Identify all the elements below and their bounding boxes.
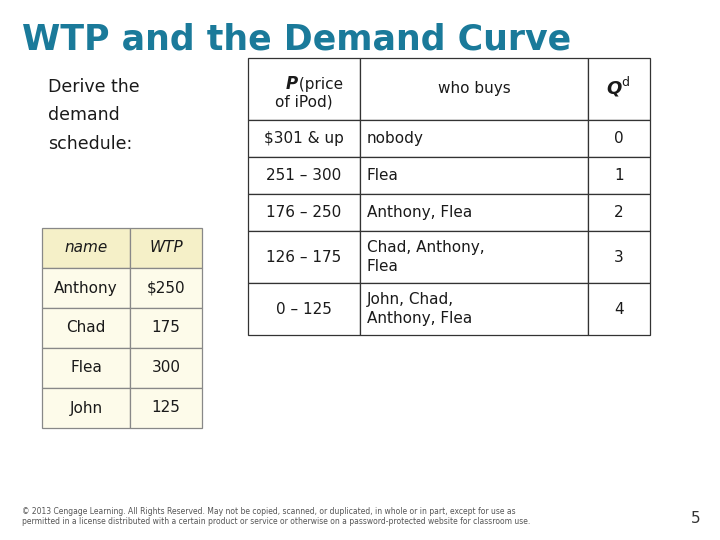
Bar (130, 268, 202, 308)
Text: 4: 4 (614, 301, 624, 316)
Text: d: d (621, 76, 629, 89)
Text: Derive the
demand
schedule:: Derive the demand schedule: (48, 78, 140, 153)
Text: John: John (69, 401, 102, 415)
Text: WTP: WTP (149, 240, 183, 255)
Text: P: P (286, 75, 298, 93)
Text: 1: 1 (614, 168, 624, 183)
Text: (price: (price (294, 77, 343, 91)
Text: John, Chad,
Anthony, Flea: John, Chad, Anthony, Flea (367, 292, 472, 326)
Bar (588, 58, 650, 120)
Text: Q: Q (606, 80, 621, 98)
Text: Chad: Chad (66, 321, 106, 335)
Text: 5: 5 (690, 511, 700, 526)
Bar (360, 231, 588, 283)
Text: $250: $250 (147, 280, 185, 295)
Text: 126 – 175: 126 – 175 (266, 249, 341, 265)
Bar (42, 228, 130, 268)
Bar (130, 388, 202, 428)
Text: 251 – 300: 251 – 300 (266, 168, 341, 183)
Text: 0: 0 (614, 131, 624, 146)
Text: 176 – 250: 176 – 250 (266, 205, 341, 220)
Bar (42, 348, 130, 388)
Bar (248, 231, 360, 283)
Bar (248, 157, 360, 194)
Bar (248, 283, 360, 335)
Bar (588, 283, 650, 335)
Bar (360, 58, 588, 120)
Bar (130, 308, 202, 348)
Bar (588, 120, 650, 157)
Text: $301 & up: $301 & up (264, 131, 344, 146)
Bar (130, 228, 202, 268)
Text: Anthony: Anthony (54, 280, 118, 295)
Text: WTP and the Demand Curve: WTP and the Demand Curve (22, 22, 571, 56)
Text: Chad, Anthony,
Flea: Chad, Anthony, Flea (367, 240, 485, 274)
Text: Flea: Flea (367, 168, 399, 183)
Bar (588, 231, 650, 283)
Bar (248, 120, 360, 157)
Text: 300: 300 (151, 361, 181, 375)
Text: name: name (64, 240, 107, 255)
Text: 3: 3 (614, 249, 624, 265)
Text: Flea: Flea (70, 361, 102, 375)
Text: who buys: who buys (438, 82, 510, 97)
Text: Anthony, Flea: Anthony, Flea (367, 205, 472, 220)
Bar (588, 157, 650, 194)
Text: nobody: nobody (367, 131, 424, 146)
Bar (588, 194, 650, 231)
Bar (248, 194, 360, 231)
Text: 0 – 125: 0 – 125 (276, 301, 332, 316)
Text: 175: 175 (152, 321, 181, 335)
Text: 125: 125 (152, 401, 181, 415)
Bar (42, 388, 130, 428)
Bar (130, 348, 202, 388)
Text: of iPod): of iPod) (275, 94, 333, 110)
Bar (360, 194, 588, 231)
Bar (42, 268, 130, 308)
Bar (360, 157, 588, 194)
Text: 2: 2 (614, 205, 624, 220)
Bar (360, 120, 588, 157)
Text: © 2013 Cengage Learning. All Rights Reserved. May not be copied, scanned, or dup: © 2013 Cengage Learning. All Rights Rese… (22, 507, 530, 526)
Bar (248, 58, 360, 120)
Bar (360, 283, 588, 335)
Bar (42, 308, 130, 348)
